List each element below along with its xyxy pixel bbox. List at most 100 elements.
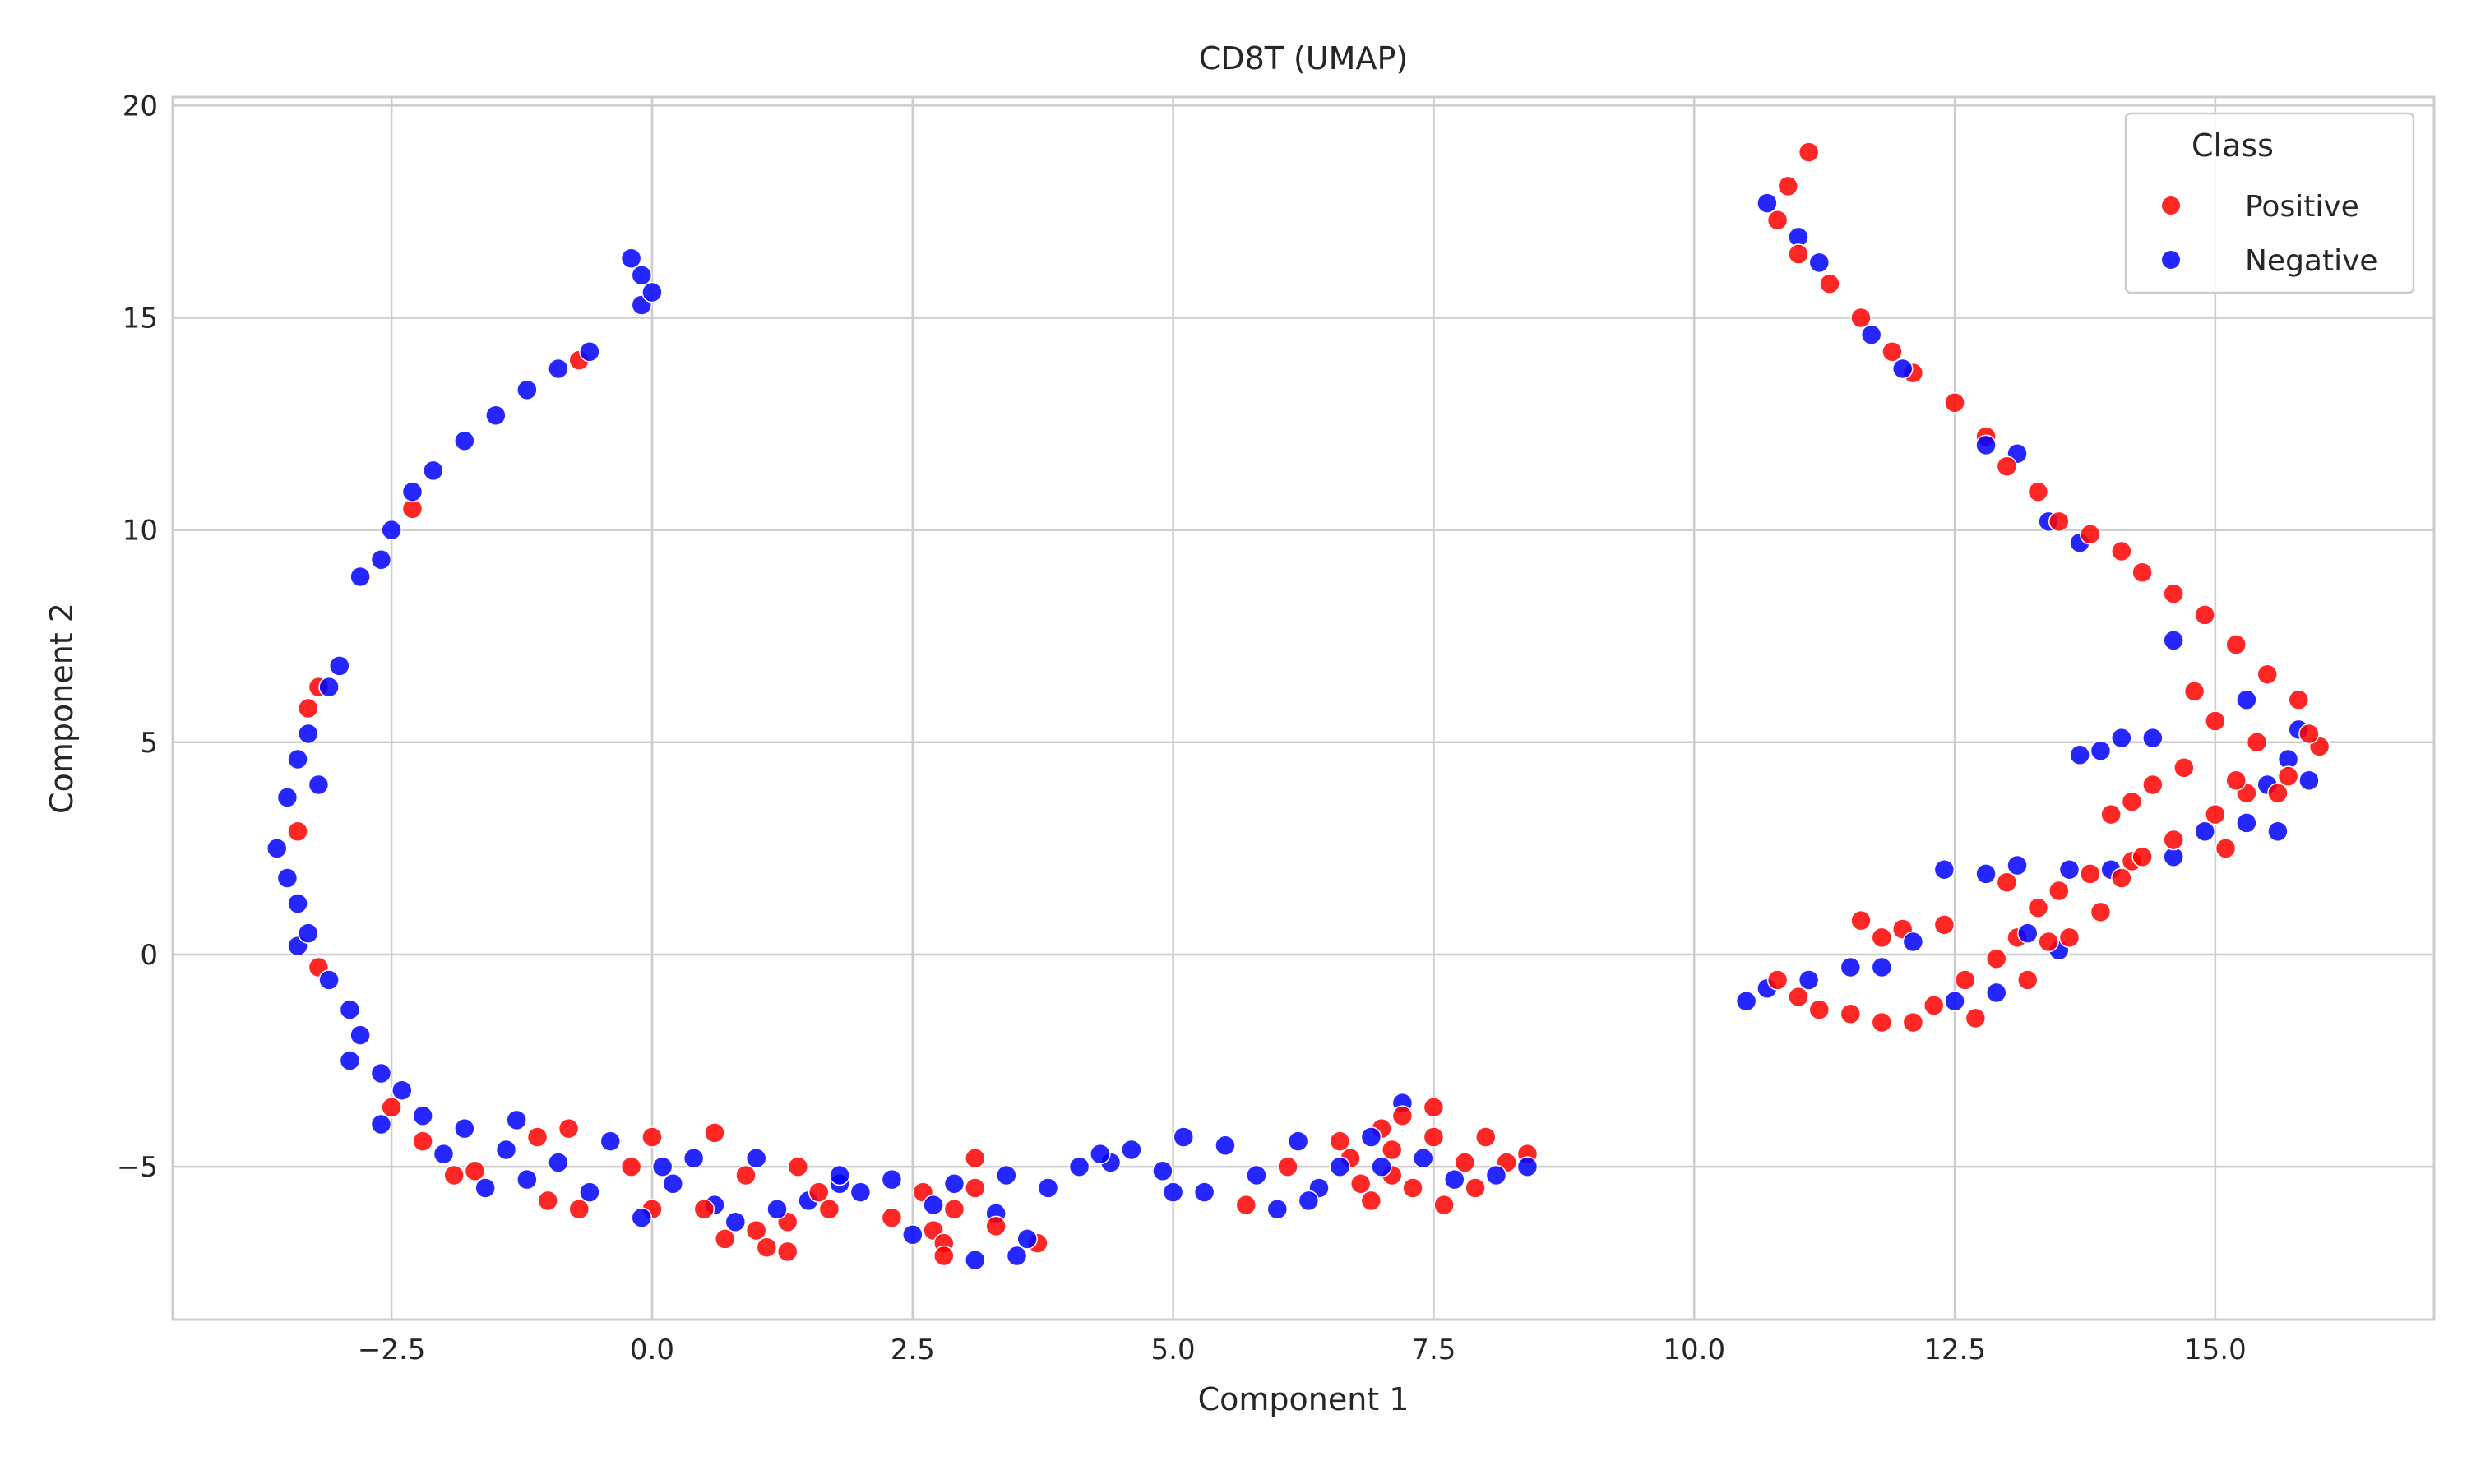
data-point-positive: [1777, 175, 1799, 197]
data-point-negative: [1891, 358, 1914, 380]
data-point-positive: [1798, 141, 1820, 163]
data-point-negative: [662, 1173, 684, 1195]
data-point-negative: [433, 1143, 455, 1165]
data-point-negative: [2069, 744, 2090, 766]
data-point-positive: [1391, 1105, 1414, 1126]
data-point-positive: [2142, 774, 2164, 796]
data-point-negative: [1757, 192, 1778, 214]
data-point-positive: [1235, 1194, 1257, 1216]
data-point-positive: [1923, 995, 1945, 1016]
chart-title: CD8T (UMAP): [1199, 40, 1408, 76]
y-tick-label: −5: [117, 1151, 158, 1184]
data-point-positive: [2027, 897, 2049, 918]
data-point-negative: [1006, 1245, 1028, 1267]
data-point-negative: [276, 867, 299, 889]
data-point-negative: [1485, 1164, 1507, 1186]
data-point-negative: [2236, 812, 2257, 834]
data-point-negative: [1152, 1160, 1173, 1182]
data-point-positive: [1433, 1194, 1455, 1216]
y-tick-label: 10: [123, 515, 158, 548]
data-point-positive: [2048, 880, 2070, 902]
legend-title: Class: [2192, 127, 2274, 164]
data-point-negative: [631, 1207, 653, 1228]
data-point-negative: [297, 723, 319, 745]
data-point-positive: [1985, 948, 2007, 969]
data-point-positive: [985, 1215, 1007, 1237]
data-point-positive: [443, 1164, 465, 1186]
legend-label-positive: Positive: [2245, 190, 2359, 224]
y-tick-labels: −5 0 5 10 15 20: [117, 90, 158, 1184]
data-point-positive: [1996, 455, 2018, 477]
data-point-negative: [287, 748, 308, 770]
data-point-positive: [1329, 1130, 1351, 1152]
legend-label-negative: Negative: [2245, 244, 2378, 278]
data-point-positive: [2131, 562, 2153, 584]
data-point-negative: [1902, 931, 1924, 953]
data-point-positive: [714, 1228, 736, 1250]
data-point-negative: [548, 358, 569, 380]
data-point-positive: [808, 1181, 830, 1203]
data-point-negative: [1215, 1135, 1236, 1157]
data-point-positive: [1902, 1011, 1924, 1033]
data-point-negative: [1840, 956, 1862, 978]
data-point-negative: [579, 1181, 600, 1203]
data-point-positive: [1881, 341, 1903, 363]
legend-box: [2124, 112, 2415, 294]
data-point-positive: [2225, 770, 2247, 792]
data-point-negative: [339, 1050, 361, 1071]
data-point-positive: [1454, 1152, 1476, 1173]
data-point-positive: [287, 821, 308, 842]
data-point-positive: [2121, 791, 2143, 812]
data-point-positive: [2194, 604, 2215, 626]
data-point-positive: [2267, 783, 2289, 804]
data-point-positive: [2183, 681, 2205, 702]
data-point-positive: [704, 1122, 725, 1144]
data-point-positive: [965, 1177, 986, 1199]
data-point-negative: [1266, 1199, 1289, 1220]
data-point-positive: [965, 1148, 986, 1169]
data-point-positive: [2163, 829, 2184, 851]
data-point-positive: [776, 1241, 798, 1263]
data-point-negative: [1871, 956, 1893, 978]
data-point-negative: [2267, 821, 2289, 842]
x-tick-label: −2.5: [358, 1334, 426, 1366]
data-point-positive: [412, 1130, 433, 1152]
x-tick-label: 15.0: [2184, 1334, 2247, 1366]
data-point-positive: [881, 1207, 903, 1228]
data-point-negative: [297, 922, 319, 944]
data-point-positive: [2090, 901, 2112, 923]
data-point-negative: [1735, 991, 1757, 1012]
data-point-positive: [1349, 1173, 1372, 1195]
data-point-negative: [943, 1173, 965, 1195]
y-axis-title: Component 2: [44, 603, 80, 814]
y-tick-label: 20: [123, 90, 158, 123]
data-point-negative: [454, 430, 475, 451]
x-tick-label: 10.0: [1663, 1334, 1725, 1366]
data-point-negative: [495, 1139, 517, 1161]
data-point-positive: [943, 1199, 965, 1220]
y-tick-label: 0: [140, 939, 158, 972]
data-point-positive: [641, 1126, 663, 1148]
data-point-negative: [1246, 1164, 1267, 1186]
data-point-negative: [2194, 821, 2215, 842]
data-point-negative: [474, 1177, 496, 1199]
data-point-negative: [1933, 858, 1956, 881]
data-point-positive: [1850, 307, 1872, 329]
data-point-negative: [339, 999, 361, 1020]
data-point-negative: [724, 1211, 747, 1232]
data-point-negative: [1808, 252, 1831, 274]
x-tick-label: 12.5: [1923, 1334, 1986, 1366]
data-point-positive: [1423, 1097, 1445, 1118]
data-point-negative: [631, 265, 653, 286]
data-point-negative: [1298, 1190, 1320, 1212]
data-point-positive: [381, 1097, 402, 1118]
data-point-negative: [412, 1105, 433, 1126]
data-point-positive: [1965, 1007, 1987, 1029]
data-point-positive: [1766, 209, 1789, 231]
legend: Class Positive Negative: [2124, 112, 2415, 294]
data-point-negative: [683, 1148, 705, 1169]
data-point-positive: [1996, 871, 2018, 893]
data-point-positive: [1766, 969, 1789, 991]
data-point-negative: [370, 549, 392, 571]
